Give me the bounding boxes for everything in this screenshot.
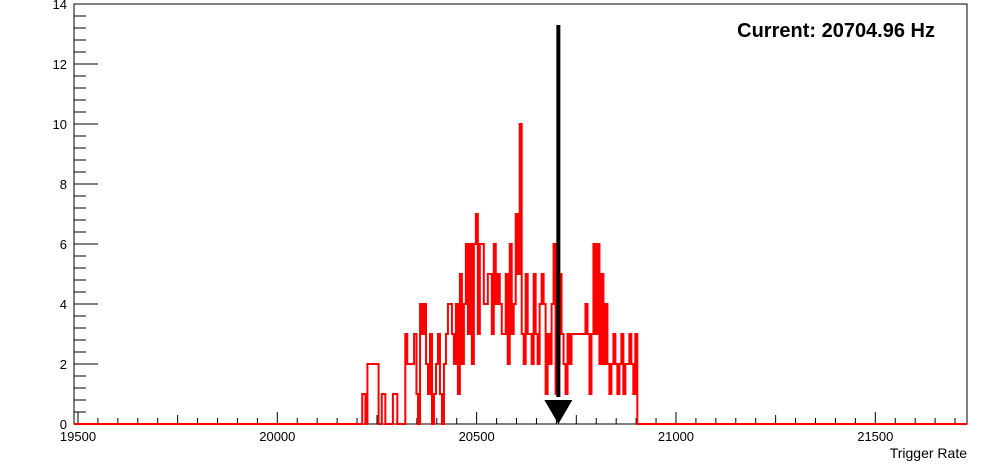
y-tick-label: 4 (60, 297, 67, 312)
y-tick-label: 12 (53, 57, 67, 72)
y-tick-label: 6 (60, 237, 67, 252)
x-axis-title: Trigger Rate (890, 445, 968, 461)
y-tick-label: 2 (60, 357, 67, 372)
y-tick-label: 0 (60, 417, 67, 432)
y-tick-label: 14 (53, 0, 67, 12)
x-tick-label: 20500 (459, 429, 495, 444)
current-value-arrow (544, 25, 573, 424)
plot-frame (73, 3, 968, 425)
x-tick-label: 20000 (259, 429, 295, 444)
y-axis: 0 2 4 6 8 10 12 14 (53, 0, 98, 432)
x-tick-label: 19500 (60, 429, 96, 444)
y-tick-label: 10 (53, 117, 67, 132)
x-tick-label: 21500 (857, 429, 893, 444)
histogram-series (74, 123, 967, 425)
x-tick-label: 21000 (658, 429, 694, 444)
arrow-head (544, 400, 573, 424)
current-rate-label: Current: 20704.96 Hz (737, 20, 935, 42)
y-tick-label: 8 (60, 177, 67, 192)
x-axis: 19500 20000 20500 21000 21500 (60, 412, 956, 444)
